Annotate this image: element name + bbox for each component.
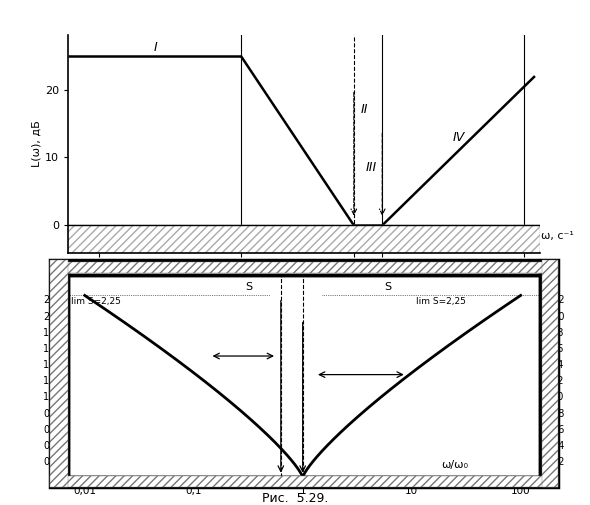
Text: I: I xyxy=(153,41,158,54)
Text: S: S xyxy=(384,282,391,292)
Text: Рис.  5.29.: Рис. 5.29. xyxy=(262,492,328,505)
Text: ω/ω₀: ω/ω₀ xyxy=(441,460,468,470)
Y-axis label: L(ω), дБ: L(ω), дБ xyxy=(32,121,42,167)
Text: II: II xyxy=(361,104,368,117)
Text: lim S=2,25: lim S=2,25 xyxy=(71,296,121,306)
Text: S: S xyxy=(245,282,253,292)
Text: lim S=2,25: lim S=2,25 xyxy=(416,296,466,306)
Text: IV: IV xyxy=(453,131,466,143)
Text: III: III xyxy=(365,161,376,174)
Text: ω, с⁻¹: ω, с⁻¹ xyxy=(541,231,574,240)
